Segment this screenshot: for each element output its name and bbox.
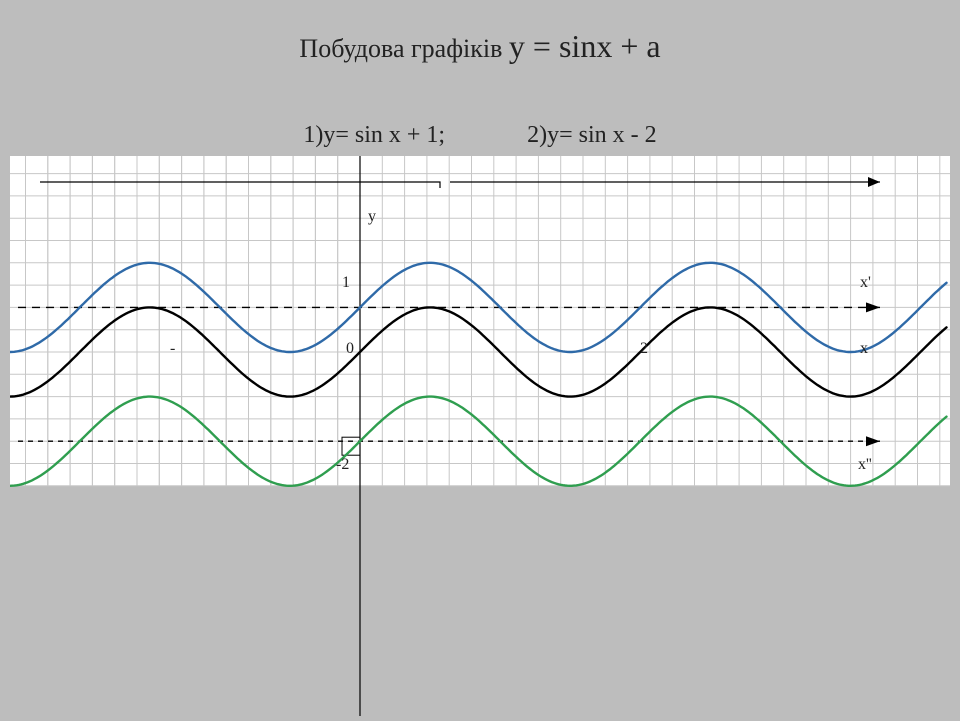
- x1-axis-label: x': [860, 274, 871, 292]
- title-formula: y = sinx + a: [509, 28, 661, 64]
- tick-label-2: 2: [640, 340, 648, 358]
- subtitle: 1)y= sin x + 1; 2)y= sin x - 2: [0, 122, 960, 149]
- chart-svg: [10, 156, 950, 716]
- subtitle-eq-2: 2)y= sin x - 2: [527, 122, 657, 149]
- y-axis-label: y: [368, 208, 376, 226]
- title-prefix: Побудова графіків: [299, 34, 509, 63]
- page-title: Побудова графіків y = sinx + a: [0, 28, 960, 65]
- subtitle-eq-1: 1)y= sin x + 1;: [303, 122, 445, 149]
- x2-axis-label: x'': [858, 456, 872, 474]
- tick-label-minus: -: [170, 340, 175, 358]
- tick-label-1: 1: [342, 274, 350, 292]
- x-axis-label: x: [860, 340, 868, 358]
- origin-label: 0: [346, 340, 354, 358]
- tick-label-neg2: -2: [336, 456, 349, 474]
- chart-area: y 1 0 -2 - 2 x x' x'': [10, 156, 950, 486]
